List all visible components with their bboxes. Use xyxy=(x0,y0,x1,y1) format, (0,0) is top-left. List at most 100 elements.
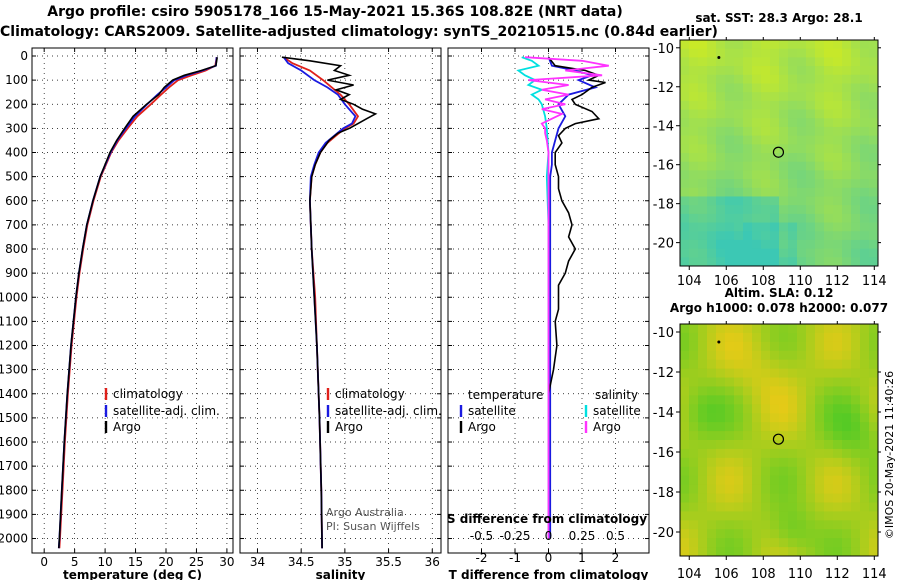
heatmap-cell xyxy=(734,440,744,450)
heatmap-cell xyxy=(806,324,816,334)
heatmap-cell xyxy=(734,350,744,361)
heatmap-cell xyxy=(770,248,780,258)
heatmap-cell xyxy=(779,538,789,548)
heatmap-cell xyxy=(815,457,825,468)
heatmap-cell xyxy=(797,368,807,379)
heatmap-cell xyxy=(779,83,789,93)
x-tick-label: 35 xyxy=(337,555,352,569)
heatmap-cell xyxy=(851,538,861,548)
heatmap-cell xyxy=(770,511,780,521)
heatmap-cell xyxy=(806,205,816,215)
heatmap-cell xyxy=(680,324,690,334)
heatmap-cell xyxy=(716,100,726,111)
heatmap-cell xyxy=(680,109,690,119)
heatmap-cell xyxy=(761,547,771,557)
heatmap-cell xyxy=(716,144,726,154)
heatmap-cell xyxy=(842,350,852,361)
heatmap-cell xyxy=(842,109,852,119)
heatmap-cell xyxy=(761,511,771,521)
heatmap-cell xyxy=(761,205,771,215)
heatmap-cell xyxy=(707,466,717,477)
heatmap-cell xyxy=(680,170,690,180)
heatmap-cell xyxy=(869,118,879,128)
heatmap-cell xyxy=(698,92,708,102)
heatmap-cell xyxy=(752,144,762,154)
heatmap-cell xyxy=(770,153,780,163)
heatmap-cell xyxy=(743,187,753,197)
heatmap-cell xyxy=(851,386,861,396)
heatmap-cell xyxy=(698,377,708,387)
heatmap-cell xyxy=(689,187,699,197)
heatmap-cell xyxy=(707,377,717,387)
heatmap-cell xyxy=(833,48,843,58)
heatmap-cell xyxy=(689,475,699,486)
heatmap-cell xyxy=(680,213,690,224)
heatmap-cell xyxy=(725,153,735,163)
heatmap-cell xyxy=(716,83,726,93)
heatmap-cell xyxy=(725,126,735,137)
heatmap-cell xyxy=(806,422,816,432)
heatmap-cell xyxy=(851,66,861,76)
heatmap-cell xyxy=(797,57,807,67)
legend-argo-label: Argo xyxy=(335,420,363,434)
heatmap-cell xyxy=(779,161,789,171)
salinity-xlabel: salinity xyxy=(316,568,366,580)
heatmap-cell xyxy=(842,222,852,232)
heatmap-cell xyxy=(824,448,834,459)
heatmap-cell xyxy=(689,231,699,241)
heatmap-cell xyxy=(797,422,807,432)
heatmap-cell xyxy=(752,100,762,111)
heatmap-cell xyxy=(761,466,771,477)
heatmap-cell xyxy=(806,170,816,180)
heatmap-cell xyxy=(806,341,816,352)
heatmap-cell xyxy=(716,547,726,557)
heatmap-cell xyxy=(824,386,834,396)
heatmap-cell xyxy=(869,475,879,486)
heatmap-cell xyxy=(770,74,780,84)
heatmap-cell xyxy=(851,109,861,119)
heatmap-cell xyxy=(743,332,753,343)
heatmap-cell xyxy=(761,126,771,137)
sst-map-ytick-label: -20 xyxy=(653,237,674,252)
heatmap-cell xyxy=(860,126,870,137)
heatmap-cell xyxy=(716,511,726,521)
heatmap-cell xyxy=(842,341,852,352)
heatmap-cell xyxy=(770,40,780,50)
heatmap-cell xyxy=(698,48,708,58)
heatmap-cell xyxy=(815,377,825,387)
heatmap-cell xyxy=(680,83,690,93)
heatmap-cell xyxy=(761,359,771,370)
heatmap-cell xyxy=(752,153,762,163)
heatmap-cell xyxy=(833,135,843,145)
heatmap-cell xyxy=(689,92,699,102)
heatmap-cell xyxy=(680,440,690,450)
heatmap-cell xyxy=(824,324,834,334)
heatmap-cell xyxy=(689,529,699,539)
heatmap-cell xyxy=(851,475,861,486)
heatmap-cell xyxy=(752,350,762,361)
heatmap-cell xyxy=(833,170,843,180)
heatmap-cell xyxy=(797,126,807,137)
heatmap-cell xyxy=(779,395,789,405)
heatmap-cell xyxy=(851,404,861,414)
heatmap-cell xyxy=(734,213,744,224)
heatmap-cell xyxy=(869,153,879,163)
heatmap-cell xyxy=(824,161,834,171)
legend-satellite-label: satellite-adj. clim. xyxy=(335,404,442,418)
heatmap-cell xyxy=(752,359,762,370)
chart-title-line2: Climatology: CARS2009. Satellite-adjuste… xyxy=(0,24,718,40)
heatmap-cell xyxy=(815,100,825,111)
heatmap-cell xyxy=(833,257,843,267)
heatmap-cell xyxy=(707,413,717,423)
heatmap-cell xyxy=(707,40,717,50)
heatmap-cell xyxy=(752,187,762,197)
heatmap-cell xyxy=(743,196,753,206)
heatmap-cell xyxy=(716,118,726,128)
heatmap-cell xyxy=(788,257,798,267)
heatmap-cell xyxy=(698,196,708,206)
heatmap-cell xyxy=(743,213,753,224)
heatmap-cell xyxy=(779,511,789,521)
heatmap-cell xyxy=(788,520,798,530)
heatmap-cell xyxy=(698,170,708,180)
heatmap-cell xyxy=(743,502,753,512)
